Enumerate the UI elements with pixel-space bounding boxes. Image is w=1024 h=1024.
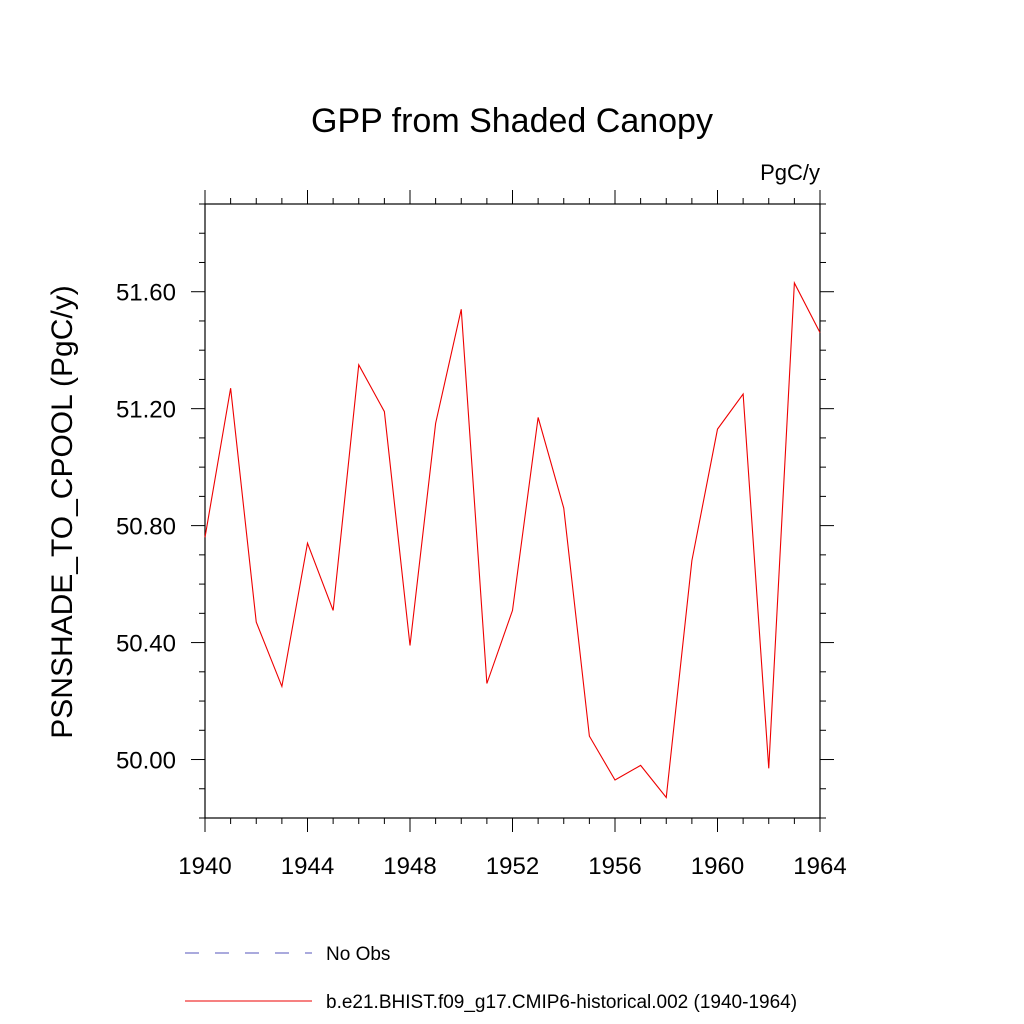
y-tick-label: 51.20 (116, 397, 176, 424)
x-tick-label: 1948 (383, 853, 436, 880)
y-tick-label: 51.60 (116, 280, 176, 307)
x-tick-label: 1964 (793, 853, 846, 880)
tick-labels: 1940 1944 1948 1952 1956 1960 1964 50.00 50.40 50… (116, 280, 847, 880)
y-axis-title: PSNSHADE_TO_CPOOL (PgC/y) (46, 285, 79, 738)
legend-label-no-obs: No Obs (326, 944, 390, 965)
x-tick-label: 1944 (281, 853, 334, 880)
x-tick-label: 1956 (588, 853, 641, 880)
chart-title: GPP from Shaded Canopy (311, 102, 713, 140)
x-tick-label: 1940 (178, 853, 231, 880)
legend-label-historical: b.e21.BHIST.f09_g17.CMIP6-historical.002… (326, 992, 797, 1013)
y-tick-label: 50.00 (116, 748, 176, 775)
x-tick-label: 1952 (486, 853, 539, 880)
series-line (204, 280, 821, 799)
axis-ticks (191, 190, 834, 832)
units-label: PgC/y (760, 160, 820, 185)
legend: No Obs b.e21.BHIST.f09_g17.CMIP6-histori… (185, 944, 797, 1013)
plot-frame (204, 203, 821, 819)
series-lines (204, 280, 821, 799)
x-tick-label: 1960 (691, 853, 744, 880)
y-tick-label: 50.40 (116, 631, 176, 658)
y-tick-label: 50.80 (116, 514, 176, 541)
